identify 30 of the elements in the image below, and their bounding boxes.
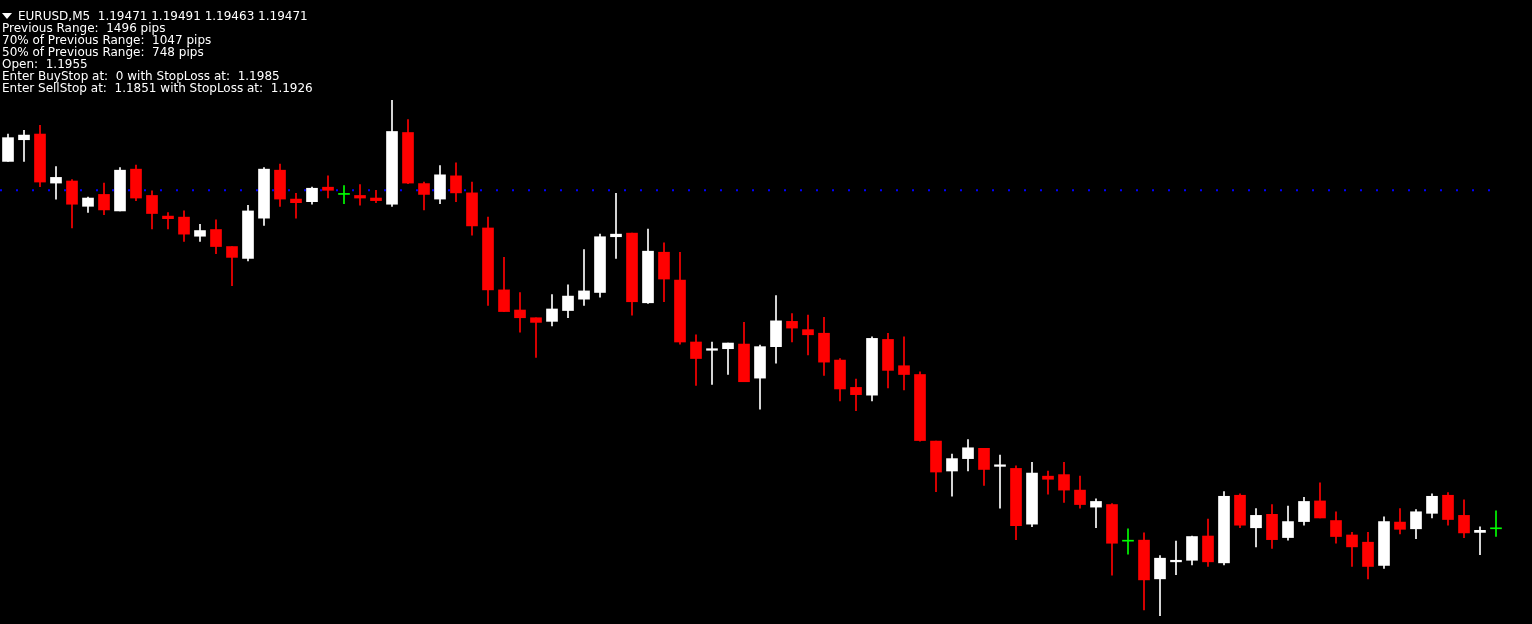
candlestick [50,166,62,200]
text: Enter SellStop at: 1.1851 with StopLoss at: 1.1926 [2,81,313,95]
candlestick [578,249,590,306]
candlestick [162,212,174,230]
text: Open: 1.1955 [2,57,89,71]
candlestick [1090,498,1102,529]
candlestick [322,175,334,199]
candlestick [610,193,622,259]
candlestick [898,336,910,391]
candlestick [530,317,542,358]
text: Enter BuyStop at: 0 with StopLoss at: 1.1985 [2,69,281,83]
candlestick [1122,528,1134,555]
candlestick [706,341,718,385]
candlestick [722,342,734,375]
candlestick [1042,470,1054,495]
candlestick [850,378,862,411]
candlestick [338,185,350,205]
candlestick [18,130,30,162]
candlestick [1490,510,1502,537]
chart-title: EURUSD,M5 1.19471 1.19491 1.19463 1.19471 [18,9,308,23]
candlestick [802,314,814,356]
candlestick [994,454,1006,509]
candlestick [514,292,526,333]
candlestick [1170,540,1182,576]
candlestick [354,184,366,206]
candlestick [1474,526,1486,555]
candlestick [786,313,798,343]
candlestick [290,193,302,219]
candlestick [370,189,382,204]
text: Previous Range: 1496 pips [2,21,167,35]
